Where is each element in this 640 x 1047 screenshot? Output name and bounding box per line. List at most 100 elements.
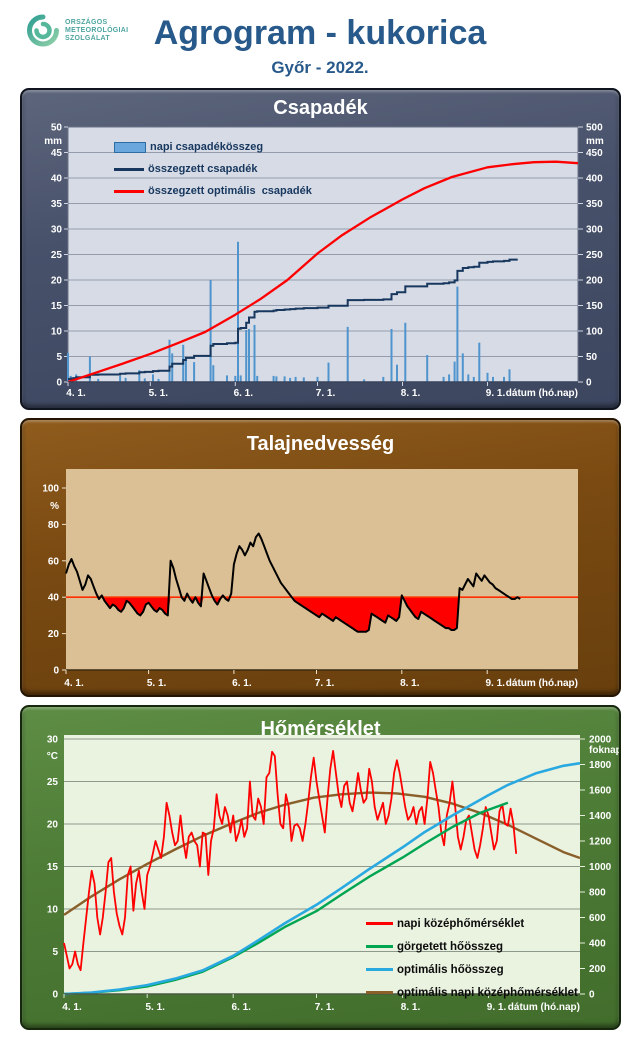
svg-text:mm: mm [44, 136, 62, 147]
page-title: Agrogram - kukorica [153, 14, 487, 52]
svg-text:1400: 1400 [589, 811, 612, 822]
precipitation-chart: 0 5 10 15 20 25 30 35 40 45 50 mm 0 50 100 150 200 250 300… [44, 123, 604, 400]
temperature-chart: 0 5 10 15 20 25 30 °C 0 200 400 600 800 1000 1200 1400 1… [47, 735, 619, 1014]
svg-text:°C: °C [47, 751, 58, 762]
precipitation-title: Csapadék [273, 97, 368, 119]
svg-text:8. 1.: 8. 1. [401, 388, 421, 399]
optimal-precip-line [67, 160, 579, 384]
svg-text:0: 0 [52, 990, 58, 1001]
cumulative-precip-line [68, 258, 518, 381]
daily-temp-line [63, 750, 518, 972]
omsz-logo-icon [27, 14, 59, 47]
logo-line-1: ORSZÁGOS [65, 19, 108, 26]
header: ORSZÁGOS METEOROLÓGIAI SZOLGÁLAT Agrogra… [0, 0, 640, 88]
precipitation-panel: Csapadék 0 5 10 15 20 25 30 35 40 45 50 mm 0 50 100 150… [20, 88, 621, 410]
svg-text:50: 50 [586, 352, 598, 363]
svg-text:4. 1.: 4. 1. [66, 388, 86, 399]
svg-text:60: 60 [48, 556, 60, 567]
plot-area [66, 469, 578, 670]
legend-item: összegzett optimális csapadék [114, 180, 312, 202]
svg-text:9. 1.: 9. 1. [486, 388, 506, 399]
precipitation-legend: napi csapadékösszeg összegzett csapadék … [114, 136, 312, 202]
svg-text:40: 40 [51, 174, 63, 185]
optimal-heatsum-line [63, 761, 581, 996]
svg-text:5: 5 [52, 947, 58, 958]
svg-text:9. 1.: 9. 1. [487, 1002, 507, 1013]
svg-text:5. 1.: 5. 1. [149, 388, 169, 399]
svg-text:80: 80 [48, 520, 60, 531]
svg-text:200: 200 [589, 964, 606, 975]
optimal-precip-swatch [114, 189, 144, 193]
svg-text:9. 1.: 9. 1. [485, 678, 505, 689]
svg-text:400: 400 [586, 174, 603, 185]
legend-item: optimális napi középhőmérséklet [366, 981, 578, 1004]
moisture-deficit-fill [66, 597, 521, 632]
legend-item: összegzett csapadék [114, 158, 312, 180]
temperature-title: Hőmérséklet [260, 718, 381, 740]
logo-line-3: SZOLGÁLAT [65, 35, 110, 42]
svg-text:7. 1.: 7. 1. [315, 678, 335, 689]
optimal-daily-temp-swatch [366, 991, 393, 994]
svg-text:500: 500 [586, 123, 603, 134]
svg-text:7. 1.: 7. 1. [315, 1002, 335, 1013]
svg-text:6. 1.: 6. 1. [231, 1002, 251, 1013]
legend-item: napi csapadékösszeg [114, 136, 312, 158]
legend-item: görgetett hőösszeg [366, 935, 578, 958]
svg-text:20: 20 [47, 820, 59, 831]
soil-moisture-title: Talajnedvesség [246, 433, 395, 455]
svg-text:20: 20 [48, 629, 60, 640]
svg-text:dátum (hó.nap): dátum (hó.nap) [506, 388, 578, 399]
temperature-legend: napi középhőmérséklet görgetett hőösszeg… [366, 912, 578, 1004]
svg-text:1200: 1200 [589, 837, 612, 848]
svg-text:6. 1.: 6. 1. [232, 678, 252, 689]
svg-text:25: 25 [51, 250, 63, 261]
svg-text:%: % [50, 501, 59, 512]
svg-text:400: 400 [589, 939, 606, 950]
svg-text:6. 1.: 6. 1. [234, 388, 254, 399]
svg-text:1600: 1600 [589, 786, 612, 797]
daily-temp-swatch [366, 922, 393, 925]
svg-text:800: 800 [589, 888, 606, 899]
svg-text:100: 100 [586, 327, 603, 338]
svg-text:5: 5 [56, 352, 62, 363]
svg-text:7. 1.: 7. 1. [316, 388, 336, 399]
svg-text:250: 250 [586, 250, 603, 261]
svg-text:15: 15 [51, 301, 63, 312]
svg-text:300: 300 [586, 225, 603, 236]
optimal-heatsum-swatch [366, 968, 393, 971]
svg-text:10: 10 [47, 905, 59, 916]
svg-text:100: 100 [42, 484, 59, 495]
soil-moisture-line [65, 532, 521, 633]
svg-text:mm: mm [586, 136, 604, 147]
svg-text:45: 45 [51, 148, 63, 159]
svg-text:5. 1.: 5. 1. [145, 1002, 165, 1013]
svg-text:dátum (hó.nap): dátum (hó.nap) [508, 1002, 580, 1013]
omsz-logo-text: ORSZÁGOS METEOROLÓGIAI SZOLGÁLAT [65, 19, 128, 43]
svg-text:foknap: foknap [589, 745, 619, 756]
svg-text:dátum (hó.nap): dátum (hó.nap) [506, 678, 578, 689]
temperature-panel: Hőmérséklet 0 5 10 15 20 25 30 °C 0 200 400 600 800 1… [20, 705, 621, 1030]
svg-text:4. 1.: 4. 1. [64, 678, 84, 689]
svg-text:200: 200 [586, 276, 603, 287]
svg-text:2000: 2000 [589, 735, 612, 746]
logo-line-2: METEOROLÓGIAI [65, 27, 129, 34]
daily-precip-swatch [114, 141, 146, 153]
svg-text:0: 0 [53, 666, 59, 677]
svg-text:30: 30 [51, 225, 63, 236]
svg-text:20: 20 [51, 276, 63, 287]
svg-text:25: 25 [47, 777, 59, 788]
svg-text:0: 0 [589, 990, 595, 1001]
svg-text:50: 50 [51, 123, 63, 134]
page-subtitle: Győr - 2022. [271, 58, 369, 77]
svg-text:1800: 1800 [589, 760, 612, 771]
svg-text:350: 350 [586, 199, 603, 210]
omsz-logo: ORSZÁGOS METEOROLÓGIAI SZOLGÁLAT [26, 13, 128, 49]
soil-moisture-chart: 0 20 40 60 80 100% 4. 1. 5. 1. 6. 1. 7. 1. 8. 1. 9.… [42, 469, 578, 689]
svg-text:0: 0 [56, 378, 62, 389]
soil-moisture-panel: Talajnedvesség 0 20 40 60 80 100% 4. 1. 5. 1. 6.… [20, 418, 621, 697]
svg-text:30: 30 [47, 735, 59, 746]
svg-text:4. 1.: 4. 1. [62, 1002, 82, 1013]
svg-text:600: 600 [589, 913, 606, 924]
legend-item: optimális hőösszeg [366, 958, 578, 981]
svg-text:8. 1.: 8. 1. [400, 678, 420, 689]
